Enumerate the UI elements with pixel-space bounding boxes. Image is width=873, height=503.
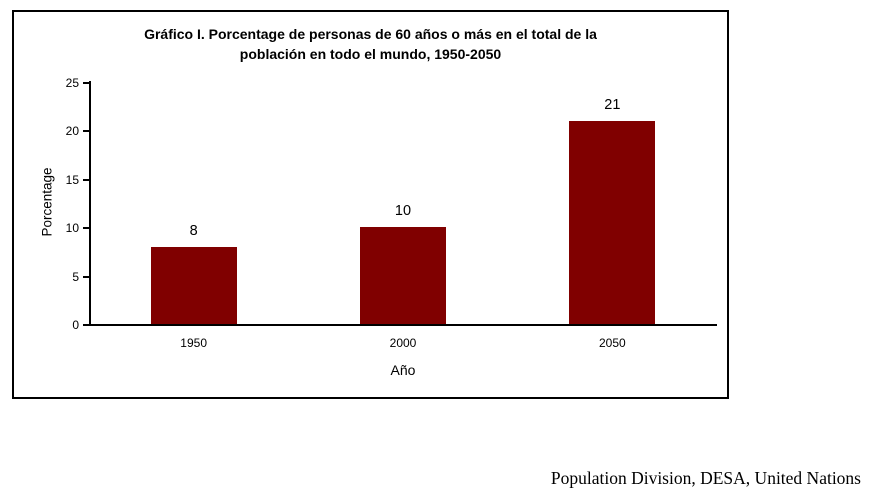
y-tick-mark [83,178,89,181]
bar-value-label-2050: 21 [604,96,621,113]
chart-title: Gráfico I. Porcentage de personas de 60 … [14,24,727,64]
bar-1950[interactable] [150,246,237,324]
y-tick-label: 10 [65,221,79,236]
chart-frame: Gráfico I. Porcentage de personas de 60 … [12,10,729,399]
bar-2000[interactable] [360,227,446,324]
y-tick-label: 20 [65,124,79,139]
x-tick-label-2050: 2050 [598,336,626,350]
y-tick-mark [83,324,89,326]
x-axis-line [89,324,717,326]
y-tick-mark [83,275,89,278]
bar-value-label-2000: 10 [394,203,412,220]
y-tick-label: 25 [65,76,79,90]
bar-2050[interactable] [569,120,656,324]
x-tick-label-1950: 1950 [180,336,207,350]
y-axis-line [89,81,91,326]
y-tick-label: 0 [72,318,79,332]
chart-title-line2: población en todo el mundo, 1950-2050 [239,46,502,62]
y-tick-label: 5 [72,269,79,284]
bar-value-label-1950: 8 [189,222,198,239]
y-tick-label: 15 [65,172,79,187]
y-tick-mark [83,82,89,84]
y-tick-mark [83,130,89,133]
source-credit: Population Division, DESA, United Nation… [550,468,861,488]
y-tick-mark [83,227,89,230]
chart-title-line1: Gráfico I. Porcentage de personas de 60 … [144,26,597,42]
x-tick-label-2000: 2000 [389,336,417,350]
x-axis-label: Año [390,362,416,378]
